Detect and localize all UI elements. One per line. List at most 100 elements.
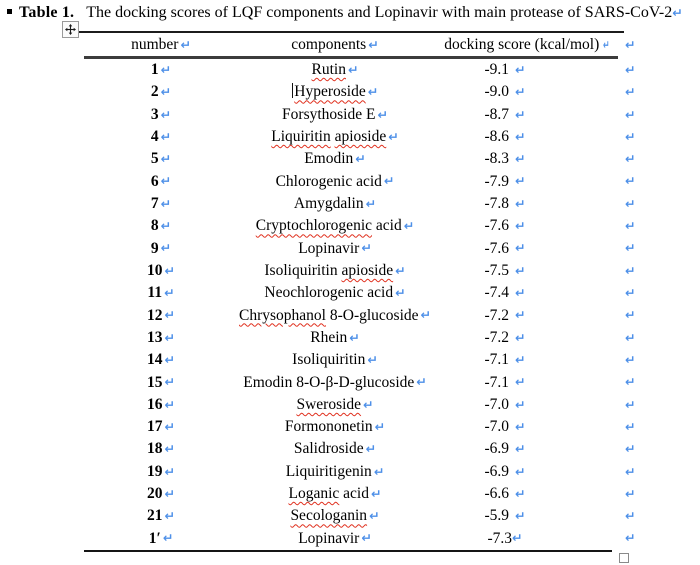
cell-number[interactable]: 3 ↵ [150, 105, 172, 123]
table-row: 20 ↵ Loganic acid ↵ -6.6 ↵ ↵ [86, 483, 650, 505]
cell-component[interactable]: Liquiritin apioside ↵ [271, 128, 399, 146]
cell-component[interactable]: Isoliquiritin ↵ [292, 351, 378, 369]
cell-score[interactable]: -7.2 ↵ [484, 306, 526, 324]
cell-score[interactable]: -7.5 ↵ [484, 261, 526, 279]
cell-end-mark-icon: ↵ [365, 441, 377, 457]
cell-score[interactable]: -7.8 ↵ [484, 195, 526, 213]
header-rule [84, 56, 618, 59]
move-arrows-icon [65, 24, 76, 35]
cell-score[interactable]: -7.4 ↵ [484, 284, 526, 302]
cell-component[interactable]: Hyperoside ↵ [236, 81, 434, 103]
cell-number[interactable]: 14 ↵ [147, 351, 175, 369]
cell-component[interactable]: Liquiritigenin ↵ [285, 462, 385, 480]
cell-end-mark-icon: ↵ [395, 285, 406, 301]
cell-component[interactable]: Sweroside ↵ [296, 395, 374, 413]
cell-number[interactable]: 1′ ↵ [148, 529, 174, 547]
cell-score[interactable]: -8.3 ↵ [484, 150, 526, 168]
cell-end-mark-icon: ↵ [162, 530, 174, 546]
cell-end-mark-icon: ↵ [515, 374, 526, 390]
cell-end-mark-icon: ↵ [515, 441, 526, 457]
cell-component[interactable]: Loganic acid ↵ [288, 485, 382, 503]
cell-component[interactable]: Amygdalin ↵ [293, 195, 377, 213]
cell-component[interactable]: Salidroside ↵ [293, 440, 377, 458]
cell-number[interactable]: 2 ↵ [150, 83, 172, 101]
cell-score[interactable]: -9.1 ↵ [484, 61, 526, 79]
cell-score[interactable]: -7.9 ↵ [484, 172, 526, 190]
cell-number[interactable]: 10 ↵ [147, 261, 175, 279]
table-row: 14 ↵ Isoliquiritin ↵ -7.1 ↵ ↵ [86, 349, 650, 371]
table-move-handle[interactable] [62, 21, 79, 38]
cell-score[interactable]: -7.2 ↵ [484, 328, 526, 346]
cell-component[interactable]: Emodin 8-O-β-D-glucoside ↵ [243, 373, 427, 391]
cell-component[interactable]: Isoliquiritin apioside ↵ [264, 261, 406, 279]
cell-number[interactable]: 4 ↵ [150, 128, 172, 146]
cell-number[interactable]: 21 ↵ [147, 507, 175, 525]
table-row: 21 ↵ Secologanin ↵ -5.9 ↵ ↵ [86, 505, 650, 527]
cell-component[interactable]: Chrysophanol 8-O-glucoside ↵ [239, 306, 431, 324]
cell-number[interactable]: 5 ↵ [150, 150, 172, 168]
cell-score[interactable]: -6.9 ↵ [484, 440, 526, 458]
cell-score[interactable]: -8.7 ↵ [484, 105, 526, 123]
table-resize-handle[interactable] [619, 553, 629, 563]
table-bottom-border [84, 550, 612, 552]
cell-score[interactable]: -8.6 ↵ [484, 128, 526, 146]
header-number[interactable]: number ↵ [131, 36, 191, 53]
row-end-mark: ↵ [620, 304, 650, 326]
table-caption[interactable]: Table 1. The docking scores of LQF compon… [7, 2, 683, 24]
cell-number[interactable]: 16 ↵ [147, 395, 175, 413]
cell-number[interactable]: 1 ↵ [150, 61, 172, 79]
cell-component[interactable]: Emodin ↵ [304, 150, 366, 168]
cell-end-mark-icon: ↵ [383, 173, 395, 189]
cell-end-mark-icon: ↵ [515, 285, 526, 301]
cell-score[interactable]: -9.0 ↵ [484, 83, 526, 101]
cell-score[interactable]: -7.3 ↵ [487, 529, 523, 547]
cell-end-mark-icon: ↵ [515, 84, 526, 100]
cell-end-mark-icon: ↵ [515, 262, 526, 278]
cell-end-mark-icon: ↵ [515, 195, 526, 211]
cell-component[interactable]: Lopinavir ↵ [298, 239, 372, 257]
cell-number[interactable]: 15 ↵ [147, 373, 175, 391]
cell-score[interactable]: -7.6 ↵ [484, 239, 526, 257]
cell-score[interactable]: -7.1 ↵ [484, 373, 526, 391]
cell-component[interactable]: Neochlorogenic acid ↵ [264, 284, 406, 302]
cell-end-mark-icon: ↵ [368, 36, 379, 52]
cell-component[interactable]: Rutin ↵ [311, 61, 359, 79]
cell-end-mark-icon: ↵ [365, 195, 377, 211]
cell-component[interactable]: Cryptochlorogenic acid ↵ [255, 217, 415, 235]
cell-number[interactable]: 6 ↵ [150, 172, 172, 190]
cell-score[interactable]: -7.0 ↵ [484, 395, 526, 413]
cell-end-mark-icon: ↵ [403, 218, 415, 234]
cell-score[interactable]: -7.1 ↵ [484, 351, 526, 369]
cell-score[interactable]: -6.6 ↵ [484, 485, 526, 503]
table-row: 12 ↵ Chrysophanol 8-O-glucoside ↵ -7.2 ↵ ↵ [86, 304, 650, 326]
cell-number[interactable]: 12 ↵ [147, 306, 175, 324]
cell-number[interactable]: 17 ↵ [147, 418, 175, 436]
cell-component[interactable]: Rhein ↵ [310, 328, 360, 346]
cell-number[interactable]: 9 ↵ [150, 239, 172, 257]
cell-end-mark-icon: ↵ [371, 485, 382, 501]
row-end-mark-icon: ↵ [625, 106, 636, 122]
cell-score[interactable]: -7.6 ↵ [484, 217, 526, 235]
caption-label: Table 1. [19, 4, 75, 21]
cell-number[interactable]: 8 ↵ [150, 217, 172, 235]
cell-number[interactable]: 20 ↵ [147, 485, 175, 503]
table-row: 13 ↵ Rhein ↵ -7.2 ↵ ↵ [86, 327, 650, 349]
header-components[interactable]: components ↵ [291, 36, 379, 53]
cell-number[interactable]: 18 ↵ [147, 440, 175, 458]
row-end-mark: ↵ [620, 126, 650, 148]
cell-score[interactable]: -5.9 ↵ [484, 507, 526, 525]
cell-number[interactable]: 13 ↵ [147, 328, 175, 346]
cell-number[interactable]: 11 ↵ [147, 284, 175, 302]
cell-component[interactable]: Lopinavir ↵ [298, 529, 372, 547]
table-top-border [79, 31, 624, 33]
cell-component[interactable]: Forsythoside E ↵ [282, 105, 388, 123]
cell-component[interactable]: Secologanin ↵ [290, 507, 380, 525]
cell-number[interactable]: 19 ↵ [147, 462, 175, 480]
cell-component[interactable]: Chlorogenic acid ↵ [275, 172, 395, 190]
cell-number[interactable]: 7 ↵ [150, 195, 172, 213]
cell-score[interactable]: -6.9 ↵ [484, 462, 526, 480]
cell-component[interactable]: Formononetin ↵ [284, 418, 386, 436]
cell-score[interactable]: -7.0 ↵ [484, 418, 526, 436]
header-docking-score[interactable]: docking score (kcal/mol) ↵ [444, 36, 610, 53]
row-end-mark: ↵ [620, 193, 650, 215]
